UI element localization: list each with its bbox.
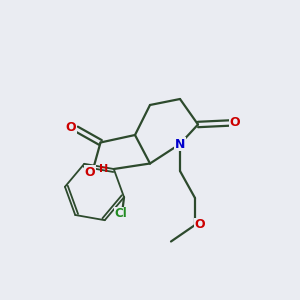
Text: N: N bbox=[175, 137, 185, 151]
Text: H: H bbox=[99, 164, 108, 175]
Text: O: O bbox=[194, 218, 205, 232]
Text: O: O bbox=[85, 166, 95, 179]
Text: Cl: Cl bbox=[115, 207, 128, 220]
Text: O: O bbox=[230, 116, 240, 130]
Text: O: O bbox=[66, 121, 76, 134]
